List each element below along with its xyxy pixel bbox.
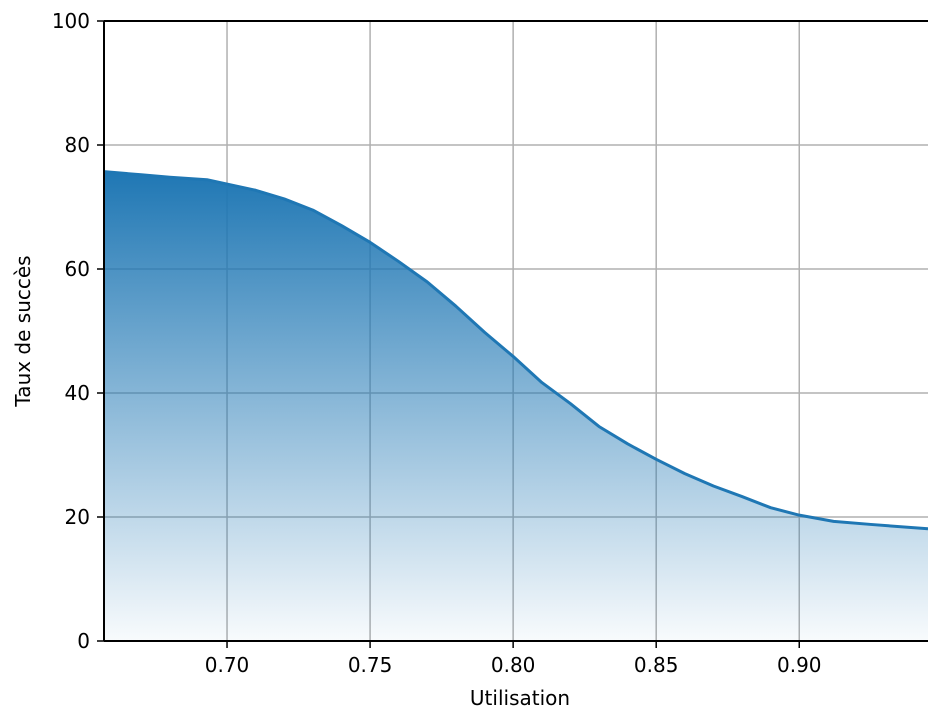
x-tick-label: 0.90	[777, 653, 822, 677]
area-layer	[104, 170, 928, 641]
x-tick-label: 0.80	[491, 653, 536, 677]
y-tick-label: 0	[77, 629, 90, 653]
y-tick-label: 80	[65, 133, 90, 157]
axes	[103, 20, 928, 642]
ticks: 0.70 0.75 0.80 0.85 0.90 0 20 40 60 80 100	[52, 9, 822, 677]
x-tick-label: 0.85	[634, 653, 679, 677]
y-tick-label: 100	[52, 9, 90, 33]
y-axis-label: Taux de succès	[11, 255, 35, 407]
x-tick-label: 0.75	[348, 653, 393, 677]
x-axis-label: Utilisation	[470, 686, 570, 710]
area-fill	[104, 171, 928, 641]
series-line	[104, 170, 928, 531]
y-tick-label: 60	[65, 257, 90, 281]
y-tick-label: 40	[65, 381, 90, 405]
x-tick-label: 0.70	[205, 653, 250, 677]
y-tick-label: 20	[65, 505, 90, 529]
